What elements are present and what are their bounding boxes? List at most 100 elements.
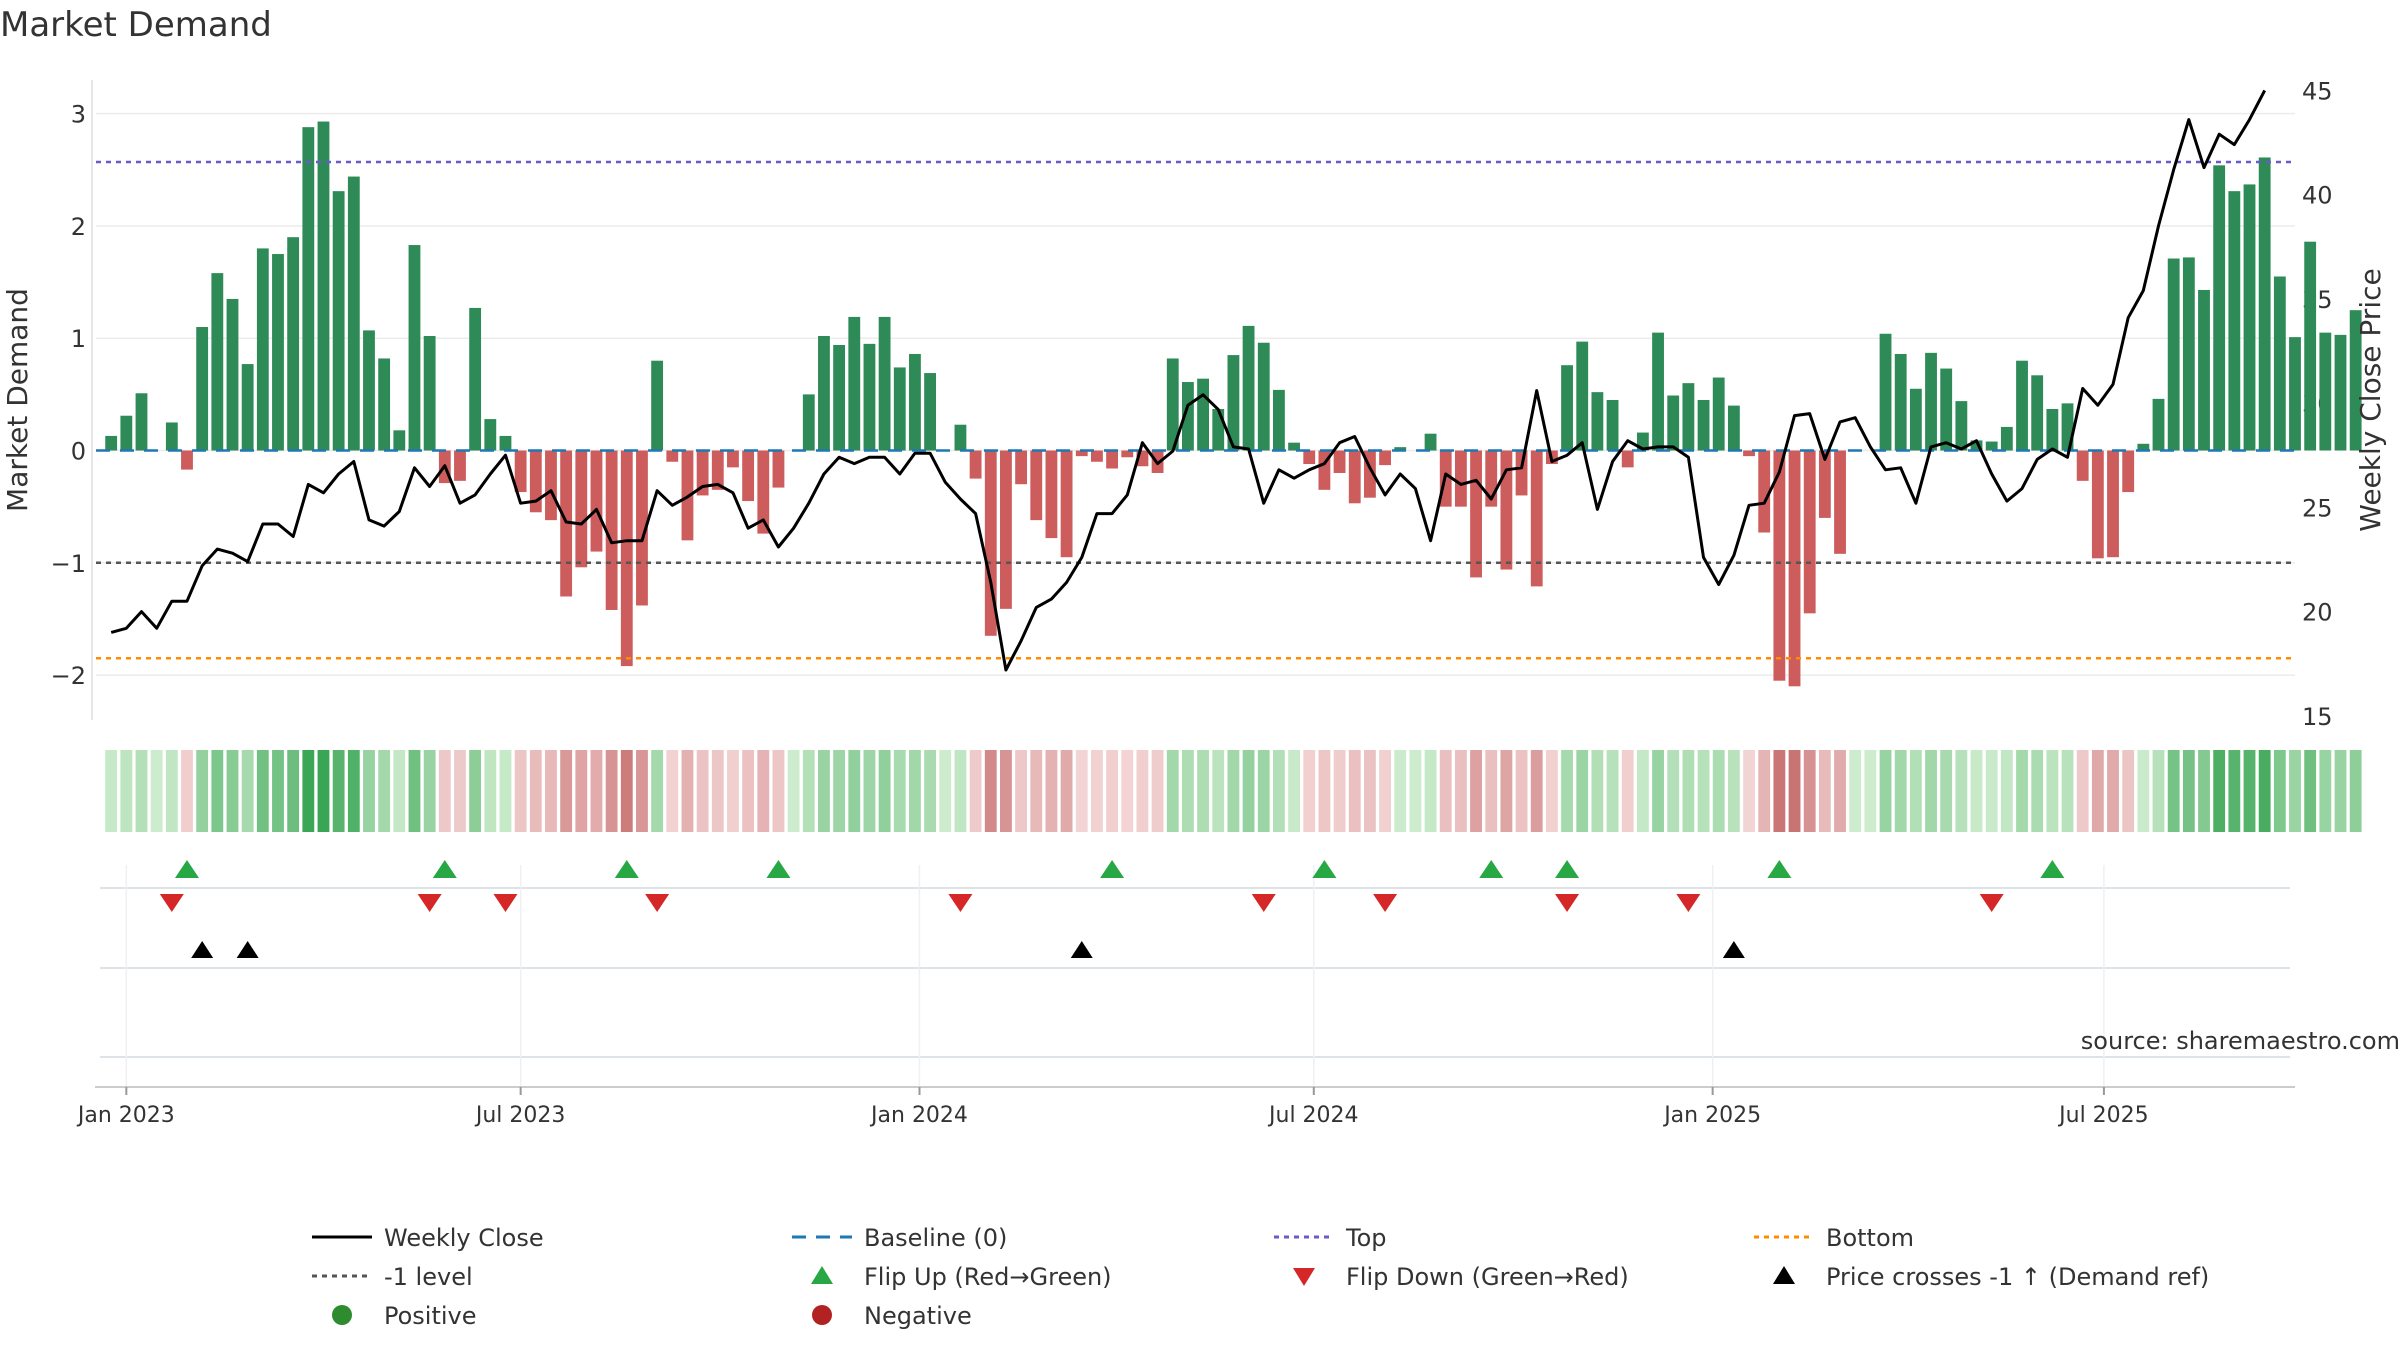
strip-cell (1636, 750, 1649, 832)
demand-bar (1758, 450, 1771, 533)
demand-bar (1682, 383, 1695, 451)
demand-bar (590, 450, 603, 552)
demand-bar (226, 298, 239, 451)
strip-cell (818, 750, 830, 832)
ylabel-left: Market Demand (1, 288, 34, 512)
y-tick-left: 2 (71, 213, 86, 241)
y-tick-right: 40 (2302, 182, 2333, 210)
strip-cell (2349, 750, 2362, 832)
strip-cell (1788, 750, 1801, 832)
flip-up-marker (432, 860, 457, 878)
strip-cell (757, 750, 770, 832)
demand-bar (1697, 400, 1710, 451)
demand-bar (1818, 450, 1831, 518)
strip-cell (1621, 750, 1634, 832)
demand-bar (893, 367, 906, 451)
strip-cell (2152, 750, 2165, 832)
strip-cell (287, 750, 300, 832)
flip-up-marker (174, 860, 199, 878)
demand-bar (2091, 450, 2104, 559)
strip-cell (165, 750, 178, 832)
demand-bar (1212, 408, 1225, 451)
demand-bar (1606, 400, 1619, 451)
strip-cell (969, 750, 982, 832)
flip-up-marker (2040, 860, 2065, 878)
strip-cell (1864, 750, 1877, 832)
demand-bar (2061, 403, 2074, 451)
y-tick-left: 3 (71, 101, 86, 129)
demand-bar (2319, 332, 2332, 451)
strip-cell (2167, 750, 2180, 832)
demand-bar (1424, 433, 1437, 451)
flip-up-marker (1555, 860, 1580, 878)
strip-cell (1106, 750, 1119, 832)
strip-cell (1136, 750, 1149, 832)
strip-cell (2289, 750, 2301, 832)
flip-down-marker (1373, 894, 1398, 912)
strip-cell (1515, 750, 1528, 832)
demand-bar (2137, 443, 2150, 451)
strip-cell (2076, 750, 2089, 832)
legend-label: Baseline (0) (864, 1224, 1007, 1252)
demand-bar (2213, 165, 2226, 451)
strip-cell (1849, 750, 1862, 832)
strip-cell (1500, 750, 1513, 832)
demand-bar (2349, 310, 2362, 451)
legend-swatch (1773, 1266, 1795, 1284)
strip-cell (605, 750, 618, 832)
legend-item: Weekly Close (312, 1224, 544, 1252)
demand-bar (1166, 358, 1179, 451)
flip-down-marker (645, 894, 670, 912)
demand-bar (1576, 341, 1589, 451)
legend-label: Flip Up (Red→Green) (864, 1263, 1112, 1291)
demand-bar (1985, 441, 1998, 451)
strip-cell (1227, 750, 1240, 832)
demand-bar (757, 450, 770, 534)
demand-bar (1955, 401, 1968, 451)
demand-bar (2000, 426, 2013, 451)
demand-bar (1197, 378, 1209, 451)
strip-cell (924, 750, 937, 832)
strip-cell (1606, 750, 1619, 832)
demand-bar (1091, 450, 1103, 462)
demand-bar (1834, 450, 1846, 554)
strip-cell (787, 750, 800, 832)
strip-cell (226, 750, 239, 832)
demand-bar (378, 358, 391, 451)
strip-cell (1712, 750, 1725, 832)
demand-bar (2258, 157, 2271, 451)
strip-cell (1363, 750, 1376, 832)
flip-down-marker (1251, 894, 1276, 912)
strip-cell (711, 750, 724, 832)
flip-up-marker (1767, 860, 1792, 878)
y-tick-left: 0 (71, 438, 86, 466)
demand-bar (833, 344, 846, 451)
demand-bar (969, 450, 982, 479)
strip-cell (120, 750, 133, 832)
x-tick-label: Jul 2023 (474, 1103, 566, 1128)
legend-swatch (1293, 1268, 1315, 1286)
demand-bar (1227, 355, 1240, 451)
demand-bar (332, 191, 345, 451)
price-cross-marker (1070, 941, 1093, 958)
y-tick-right: 20 (2302, 599, 2333, 627)
demand-bar (2304, 241, 2317, 451)
strip-cell (2198, 750, 2210, 832)
demand-bar (2334, 334, 2347, 451)
ylabel-right: Weekly Close Price (2354, 268, 2387, 531)
demand-bar (256, 248, 269, 451)
demand-bar (105, 435, 118, 451)
strip-cell (848, 750, 861, 832)
legend-item: Price crosses -1 ↑ (Demand ref) (1773, 1263, 2209, 1291)
strip-cell (696, 750, 709, 832)
legend-label: -1 level (384, 1263, 473, 1291)
demand-bar (196, 327, 209, 451)
strip-cell (393, 750, 406, 832)
flip-down-marker (159, 894, 184, 912)
strip-cell (590, 750, 603, 832)
strip-cell (2243, 750, 2256, 832)
weekly-close-line (110, 89, 2267, 672)
demand-bar (1773, 450, 1786, 681)
legend-label: Negative (864, 1302, 972, 1330)
strip-cell (105, 750, 118, 832)
